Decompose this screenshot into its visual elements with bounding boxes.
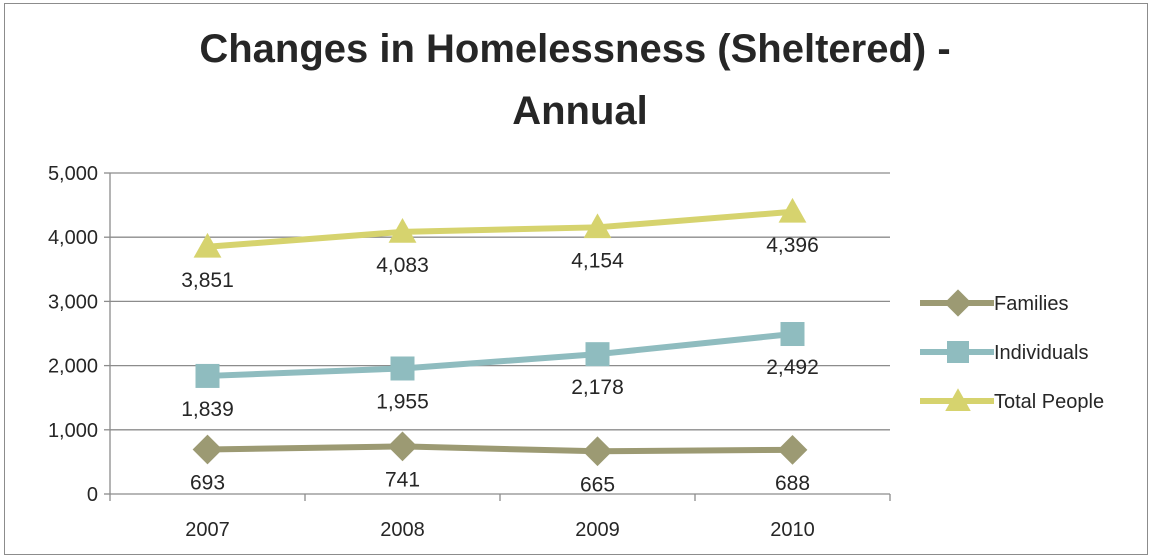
gridlines — [110, 172, 890, 431]
data-point-individuals — [390, 356, 415, 381]
legend-label: Total People — [994, 391, 1104, 413]
data-point-individuals — [585, 342, 610, 367]
data-label: 665 — [580, 473, 615, 496]
data-label: 3,851 — [181, 269, 234, 292]
legend-label: Families — [994, 293, 1068, 315]
x-tick-label: 2010 — [770, 519, 815, 541]
data-label: 4,083 — [376, 254, 429, 277]
data-label: 2,178 — [571, 376, 624, 399]
legend-marker — [945, 388, 971, 411]
y-tick-label: 4,000 — [48, 227, 98, 249]
data-label: 4,396 — [766, 234, 819, 257]
data-label: 741 — [385, 468, 420, 491]
data-labels: 693 741 665 688 1,839 1,955 2,178 2,492 3,851 4,0… — [181, 234, 819, 497]
data-label: 688 — [775, 472, 810, 495]
data-point-families — [387, 431, 418, 462]
y-tick-label: 0 — [87, 484, 98, 506]
y-tick-label: 5,000 — [48, 163, 98, 185]
axes: 0 1,000 2,000 3,000 4,000 5,000 2007 2008 2009 20… — [48, 163, 891, 541]
legend-marker — [944, 289, 972, 317]
series-line-total-people — [207, 208, 793, 250]
legend: Families Individuals Total People — [920, 289, 1104, 413]
chart-frame — [4, 3, 1148, 555]
series-lines — [192, 197, 808, 467]
legend-label: Individuals — [994, 342, 1089, 364]
chart-title-line-1: Changes in Homelessness (Sheltered) - — [199, 27, 950, 71]
series-line-families — [207, 443, 793, 455]
data-point-individuals — [195, 363, 220, 388]
data-point-total-people — [388, 217, 417, 243]
x-tick-label: 2009 — [575, 519, 620, 541]
data-point-total-people — [193, 232, 222, 258]
data-label: 4,154 — [571, 249, 624, 272]
data-point-individuals — [780, 322, 805, 347]
legend-marker — [947, 341, 969, 363]
data-label: 1,839 — [181, 398, 234, 421]
data-label: 693 — [190, 472, 225, 495]
y-tick-label: 3,000 — [48, 291, 98, 313]
data-point-families — [777, 434, 808, 465]
data-point-total-people — [583, 213, 612, 239]
data-point-total-people — [778, 197, 807, 223]
x-tick-label: 2008 — [380, 519, 425, 541]
series-line-individuals — [207, 331, 793, 379]
y-tick-label: 2,000 — [48, 356, 98, 378]
y-tick-label: 1,000 — [48, 420, 98, 442]
data-point-families — [192, 434, 223, 465]
data-label: 2,492 — [766, 356, 819, 379]
data-label: 1,955 — [376, 390, 429, 413]
x-tick-label: 2007 — [185, 519, 230, 541]
data-point-families — [582, 436, 613, 467]
chart-title-line-2: Annual — [512, 89, 648, 133]
